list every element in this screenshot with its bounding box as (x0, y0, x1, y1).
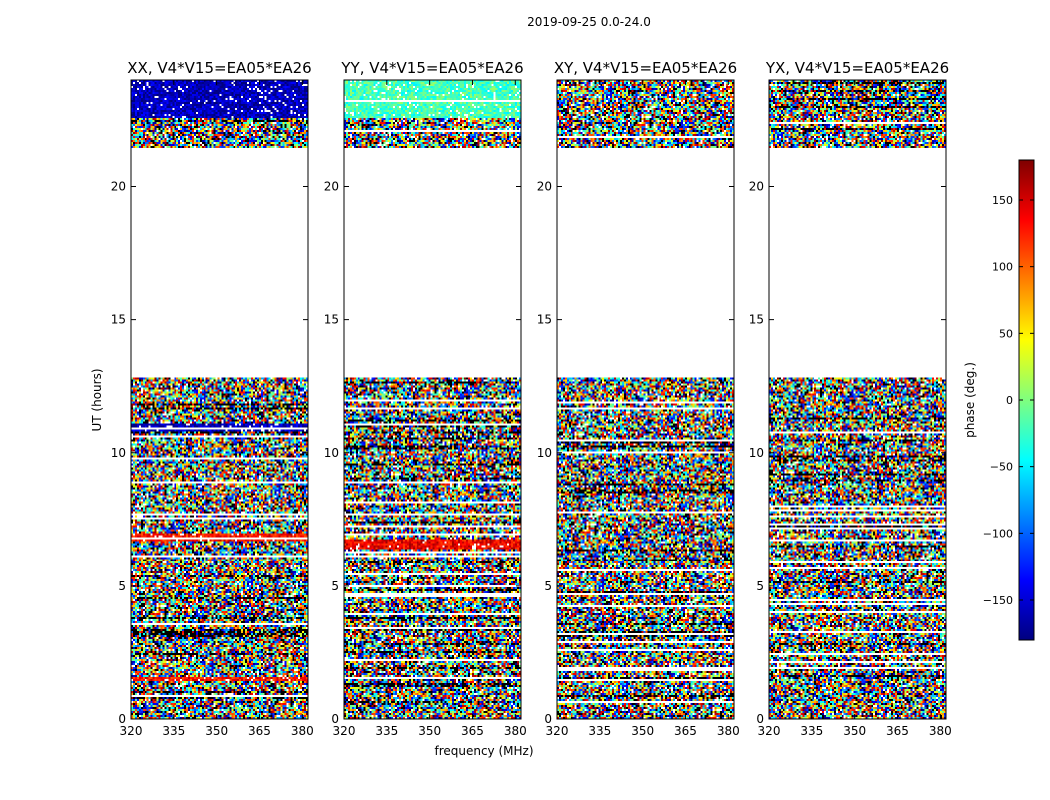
x-tick-label: 350 (843, 724, 866, 738)
x-tick-label: 350 (631, 724, 654, 738)
y-tick-label: 0 (544, 712, 552, 726)
y-tick-label: 20 (111, 180, 126, 194)
heatmap-image-xy (557, 80, 734, 719)
x-tick-label: 365 (461, 724, 484, 738)
x-tick-label: 380 (929, 724, 952, 738)
heatmap-image-xx (131, 80, 308, 719)
x-tick-label: 380 (291, 724, 314, 738)
colorbar-label: phase (deg.) (963, 362, 977, 438)
panel-yy: YY, V4*V15=EA05*EA26 0 5 10 15 20 320 335 350 365… (324, 59, 527, 738)
x-tick-label: 320 (546, 724, 569, 738)
x-tick-label: 380 (504, 724, 527, 738)
panel-frame (130, 79, 309, 720)
panel-title: XY, V4*V15=EA05*EA26 (554, 59, 737, 77)
x-tick-label: 320 (120, 724, 143, 738)
y-tick-label: 5 (756, 579, 764, 593)
panel-title: YX, V4*V15=EA05*EA26 (765, 59, 949, 77)
x-tick-label: 350 (418, 724, 441, 738)
colorbar-tick-label: 0 (1006, 394, 1013, 407)
y-tick-label: 10 (111, 446, 126, 460)
panel-frame (768, 79, 947, 720)
y-tick-label: 10 (749, 446, 764, 460)
x-tick-label: 380 (717, 724, 740, 738)
panel-frame (343, 79, 522, 720)
x-tick-label: 320 (758, 724, 781, 738)
panel-title: YY, V4*V15=EA05*EA26 (340, 59, 523, 77)
x-tick-label: 335 (375, 724, 398, 738)
panel-yx: YX, V4*V15=EA05*EA26 0 5 10 15 20 320 335 350 365… (749, 59, 952, 738)
x-tick-label: 335 (162, 724, 185, 738)
y-tick-label: 5 (544, 579, 552, 593)
colorbar-tick-label: 100 (992, 261, 1013, 274)
x-tick-label: 335 (588, 724, 611, 738)
y-tick-label: 10 (537, 446, 552, 460)
colorbar-tick-label: −150 (983, 594, 1013, 607)
y-tick-label: 15 (537, 313, 552, 327)
colorbar-tick-label: −50 (990, 461, 1013, 474)
figure-title: 2019-09-25 0.0-24.0 (527, 15, 651, 29)
x-tick-label: 365 (248, 724, 271, 738)
colorbar-tick-label: 50 (999, 327, 1013, 340)
y-tick-label: 0 (756, 712, 764, 726)
y-tick-label: 15 (749, 313, 764, 327)
panel-xx: XX, V4*V15=EA05*EA26 0 5 10 15 20 320 335 350 365… (111, 59, 314, 738)
y-tick-label: 5 (331, 579, 339, 593)
panels-group: XX, V4*V15=EA05*EA26 0 5 10 15 20 320 335 350 365… (111, 59, 952, 738)
y-tick-label: 15 (111, 313, 126, 327)
panel-frame (556, 79, 735, 720)
y-tick-label: 5 (118, 579, 126, 593)
y-tick-label: 20 (749, 180, 764, 194)
heatmap-image-yy (344, 80, 521, 719)
x-tick-label: 350 (205, 724, 228, 738)
colorbar-tick-label: 150 (992, 194, 1013, 207)
colorbar-tick-label: −100 (983, 527, 1013, 540)
panel-title: XX, V4*V15=EA05*EA26 (127, 59, 311, 77)
y-tick-label: 20 (324, 180, 339, 194)
x-tick-label: 320 (333, 724, 356, 738)
heatmap-image-yx (769, 80, 946, 719)
y-axis-label: UT (hours) (90, 368, 104, 431)
y-tick-label: 0 (118, 712, 126, 726)
y-tick-label: 10 (324, 446, 339, 460)
x-tick-label: 335 (800, 724, 823, 738)
x-axis-label: frequency (MHz) (434, 744, 533, 758)
y-tick-label: 15 (324, 313, 339, 327)
y-tick-label: 0 (331, 712, 339, 726)
y-tick-label: 20 (537, 180, 552, 194)
panel-xy: XY, V4*V15=EA05*EA26 0 5 10 15 20 320 335 350 365… (537, 59, 740, 738)
colorbar: −150 −100 −50 0 50 100 150 (983, 159, 1035, 641)
x-tick-label: 365 (886, 724, 909, 738)
x-tick-label: 365 (674, 724, 697, 738)
